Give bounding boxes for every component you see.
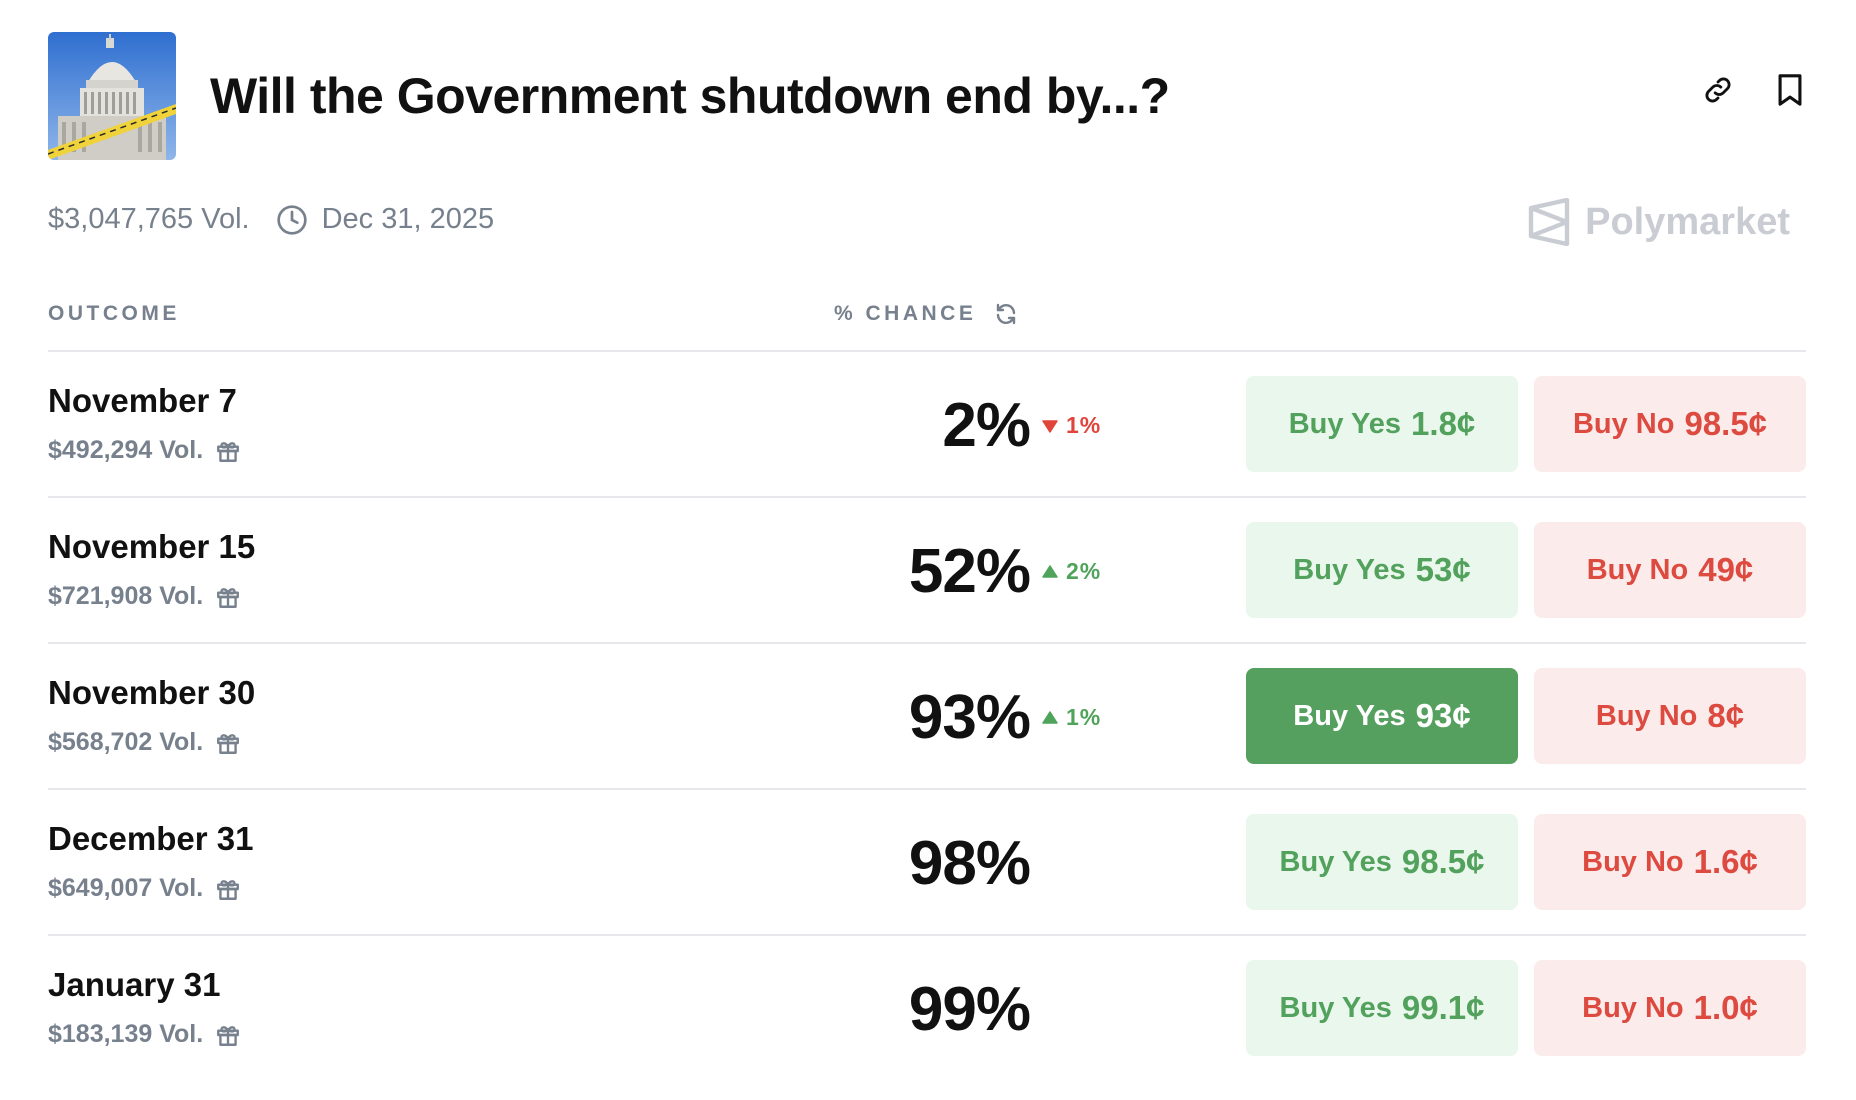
buy-yes-price: 99.1¢ <box>1401 989 1485 1026</box>
gift-icon[interactable] <box>215 730 241 756</box>
outcome-row[interactable]: December 31 $649,007 Vol. 98% Buy Yes 98… <box>48 790 1806 936</box>
outcome-name: November 15 <box>48 528 256 565</box>
outcome-row[interactable]: November 15 $721,908 Vol. 52% 2% Buy Yes… <box>48 498 1806 644</box>
buy-no-button[interactable]: Buy No 49¢ <box>1534 522 1806 618</box>
outcome-volume-text: $649,007 Vol. <box>48 874 204 902</box>
chance-value: 99% <box>908 975 1031 1044</box>
buy-yes-label: Buy Yes <box>1288 407 1402 440</box>
chance-change-value: 1% <box>1066 412 1102 438</box>
clock-icon <box>276 204 308 236</box>
buy-no-price: 98.5¢ <box>1684 405 1768 442</box>
chance-cell: 99% <box>870 974 1370 1044</box>
outcomes-list: November 7 $492,294 Vol. 2% 1% Buy Yes 1… <box>48 352 1806 1082</box>
outcome-volume-text: $568,702 Vol. <box>48 728 204 756</box>
chance-cell: 93% 1% <box>870 682 1370 752</box>
buy-no-label: Buy No <box>1582 845 1684 878</box>
outcome-row[interactable]: November 7 $492,294 Vol. 2% 1% Buy Yes 1… <box>48 352 1806 498</box>
buy-yes-button[interactable]: Buy Yes 53¢ <box>1246 522 1518 618</box>
buy-no-label: Buy No <box>1595 699 1698 732</box>
outcome-volume: $492,294 Vol. <box>48 436 241 465</box>
buy-yes-label: Buy Yes <box>1279 991 1392 1024</box>
outcome-name: November 30 <box>48 674 256 711</box>
buy-no-button[interactable]: Buy No 98.5¢ <box>1534 376 1806 472</box>
buy-yes-button[interactable]: Buy Yes 99.1¢ <box>1246 960 1518 1056</box>
buy-yes-price: 98.5¢ <box>1401 843 1485 880</box>
chance-value: 2% <box>942 391 1031 460</box>
buy-yes-label: Buy Yes <box>1293 553 1406 586</box>
outcome-volume: $649,007 Vol. <box>48 874 241 903</box>
buy-no-price: 1.6¢ <box>1693 843 1758 880</box>
total-volume: $3,047,765 Vol. <box>48 203 250 235</box>
polymarket-logo-icon <box>1527 198 1571 246</box>
buy-no-button[interactable]: Buy No 8¢ <box>1534 668 1806 764</box>
outcome-row[interactable]: November 30 $568,702 Vol. 93% 1% Buy Yes… <box>48 644 1806 790</box>
chance-value: 52% <box>908 537 1031 606</box>
brand-name: Polymarket <box>1585 200 1790 243</box>
chance-cell: 2% 1% <box>870 390 1370 460</box>
buy-yes-price: 1.8¢ <box>1411 405 1476 442</box>
buy-no-label: Buy No <box>1586 553 1689 586</box>
market-header: Will the Government shutdown end by...? <box>48 32 1808 160</box>
outcomes-table-header: OUTCOME % CHANCE <box>48 300 1806 352</box>
chance-change: 1% <box>1042 704 1101 731</box>
outcome-name: January 31 <box>48 966 221 1003</box>
chance-change-value: 2% <box>1066 558 1102 584</box>
buy-no-label: Buy No <box>1582 991 1684 1024</box>
outcome-volume-text: $492,294 Vol. <box>48 436 204 464</box>
link-icon[interactable] <box>1700 72 1736 108</box>
triangle-down-icon <box>1042 419 1058 433</box>
chance-change: 2% <box>1042 558 1101 585</box>
capitol-building-image <box>48 32 176 160</box>
outcome-name: November 7 <box>48 382 237 419</box>
buy-yes-price: 93¢ <box>1415 697 1471 734</box>
gift-icon[interactable] <box>215 1022 241 1048</box>
gift-icon[interactable] <box>215 438 241 464</box>
buy-no-price: 1.0¢ <box>1693 989 1758 1026</box>
outcome-volume-text: $721,908 Vol. <box>48 582 204 610</box>
triangle-up-icon <box>1042 564 1058 579</box>
outcome-volume: $568,702 Vol. <box>48 728 241 757</box>
buy-no-price: 49¢ <box>1698 551 1754 588</box>
chance-change-value: 1% <box>1066 704 1102 730</box>
outcome-volume-text: $183,139 Vol. <box>48 1020 204 1048</box>
market-meta: $3,047,765 Vol. Dec 31, 2025 <box>48 203 494 236</box>
end-date: Dec 31, 2025 <box>321 203 495 235</box>
buy-yes-button[interactable]: Buy Yes 93¢ <box>1246 668 1518 764</box>
buy-yes-price: 53¢ <box>1415 551 1471 588</box>
outcome-name: December 31 <box>48 820 254 857</box>
buy-no-price: 8¢ <box>1707 697 1745 734</box>
bookmark-icon[interactable] <box>1772 72 1808 108</box>
triangle-up-icon <box>1042 710 1058 725</box>
column-header-chance-label: % CHANCE <box>834 302 977 325</box>
buy-yes-label: Buy Yes <box>1293 699 1406 732</box>
market-thumbnail[interactable] <box>48 32 176 160</box>
refresh-icon[interactable] <box>994 302 1018 326</box>
market-title: Will the Government shutdown end by...? <box>210 68 1170 124</box>
outcome-volume: $183,139 Vol. <box>48 1020 241 1049</box>
outcome-row[interactable]: January 31 $183,139 Vol. 99% Buy Yes 99.… <box>48 936 1806 1082</box>
column-header-outcome: OUTCOME <box>48 302 180 325</box>
outcome-volume: $721,908 Vol. <box>48 582 241 611</box>
chance-cell: 52% 2% <box>870 536 1370 606</box>
chance-cell: 98% <box>870 828 1370 898</box>
buy-no-button[interactable]: Buy No 1.6¢ <box>1534 814 1806 910</box>
gift-icon[interactable] <box>215 584 241 610</box>
buy-no-label: Buy No <box>1572 407 1675 440</box>
gift-icon[interactable] <box>215 876 241 902</box>
chance-change: 1% <box>1042 412 1101 439</box>
buy-yes-button[interactable]: Buy Yes 98.5¢ <box>1246 814 1518 910</box>
buy-no-button[interactable]: Buy No 1.0¢ <box>1534 960 1806 1056</box>
polymarket-brand: Polymarket <box>1527 198 1790 246</box>
chance-value: 98% <box>908 829 1031 898</box>
column-header-chance: % CHANCE <box>834 302 1018 326</box>
buy-yes-button[interactable]: Buy Yes 1.8¢ <box>1246 376 1518 472</box>
buy-yes-label: Buy Yes <box>1279 845 1392 878</box>
chance-value: 93% <box>908 683 1031 752</box>
header-actions <box>1700 72 1808 108</box>
